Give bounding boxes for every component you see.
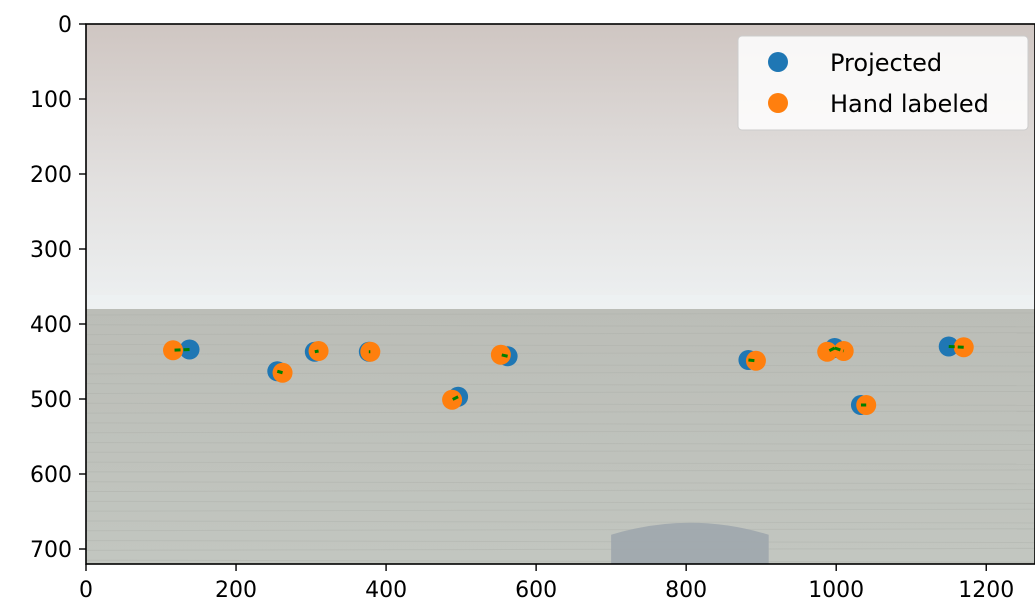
ripple-line: [86, 410, 1035, 414]
error-segment: [314, 349, 319, 354]
ripple-line: [86, 390, 1035, 394]
ripple-line: [86, 442, 1035, 445]
foreground-object: [611, 522, 769, 564]
ripple-line: [86, 402, 1035, 406]
hand-labeled-point: [953, 337, 974, 358]
y-tick-label: 0: [58, 13, 72, 38]
ripple-line: [86, 312, 1035, 316]
error-segment: [500, 353, 508, 358]
ripple-line: [86, 449, 1035, 453]
x-axis: 0 200 400 600 800 1000 1200: [79, 564, 1014, 603]
error-segment: [276, 369, 283, 375]
ripple-line: [86, 430, 1035, 434]
ripple-line: [86, 422, 1035, 426]
ripple-line: [86, 540, 1035, 544]
legend: Projected Hand labeled: [737, 35, 1029, 131]
legend-marker-hand-labeled: [768, 93, 788, 113]
water-region: [86, 309, 1035, 564]
y-tick-label: 600: [30, 463, 72, 488]
hand-labeled-point: [745, 350, 766, 371]
error-segment: [826, 346, 836, 354]
ripple-line: [86, 343, 1035, 347]
x-tick-label: 0: [79, 578, 93, 603]
legend-box: [737, 35, 1029, 131]
y-tick-label: 100: [30, 88, 72, 113]
water-ripples: [86, 312, 1035, 563]
y-tick-label: 200: [30, 163, 72, 188]
y-axis: 0 100 200 300 400 500 600 700: [30, 13, 86, 563]
ripple-line: [86, 520, 1035, 524]
hand-labeled-point: [490, 344, 511, 365]
error-segment: [748, 358, 757, 363]
hand-labeled-series: [163, 337, 974, 415]
ripple-line: [86, 371, 1035, 375]
x-tick-label: 200: [215, 578, 257, 603]
hand-labeled-point: [163, 340, 184, 361]
x-tick-label: 600: [515, 578, 557, 603]
x-tick-label: 400: [365, 578, 407, 603]
error-segment: [948, 345, 964, 349]
ripple-line: [86, 332, 1035, 336]
axes: 0 200 400 600 800 1000 1200 0 100 200 300 400 500 60…: [30, 13, 1035, 603]
ripple-line: [86, 363, 1035, 367]
ripple-line: [86, 481, 1035, 485]
error-segment: [172, 348, 190, 352]
ripple-line: [86, 383, 1035, 387]
ripple-line: [86, 351, 1035, 355]
hand-labeled-point: [442, 389, 463, 410]
legend-label-hand-labeled: Hand labeled: [830, 90, 989, 118]
ripple-line: [86, 461, 1035, 465]
legend-marker-projected: [768, 52, 788, 72]
x-tick-label: 1000: [808, 578, 864, 603]
ripple-line: [86, 489, 1035, 493]
ripple-line: [86, 469, 1035, 473]
y-tick-label: 300: [30, 238, 72, 263]
ripple-line: [86, 508, 1035, 512]
ripple-line: [86, 528, 1035, 532]
y-tick-label: 500: [30, 388, 72, 413]
hand-labeled-point: [817, 341, 838, 362]
error-segments-top: [172, 345, 964, 407]
ripple-line: [86, 547, 1035, 551]
x-tick-label: 800: [665, 578, 707, 603]
y-tick-label: 400: [30, 313, 72, 338]
ripple-line: [86, 559, 1035, 563]
ripple-line: [86, 500, 1035, 504]
y-tick-label: 700: [30, 538, 72, 563]
error-segment: [451, 395, 459, 402]
ripple-line: [86, 324, 1035, 328]
plot-frame: [85, 23, 1035, 565]
error-segment: [834, 346, 845, 353]
x-tick-label: 1200: [958, 578, 1014, 603]
legend-label-projected: Projected: [830, 49, 942, 77]
